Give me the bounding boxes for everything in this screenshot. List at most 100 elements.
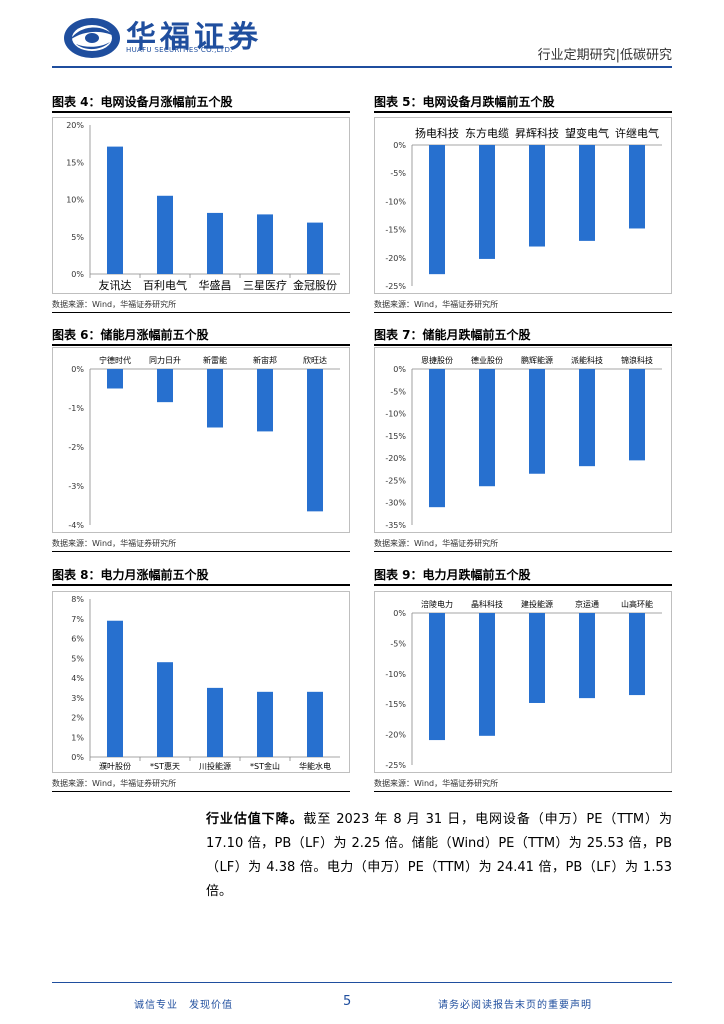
y-tick-label: -20% bbox=[385, 254, 406, 263]
bar-chart: 0% -5% -10% -15% -20% -25% 扬电科技 东方电缆 昇辉科技 望变电气 许继电… bbox=[385, 126, 662, 291]
y-tick-label: -25% bbox=[385, 476, 406, 485]
chart-title-rule bbox=[52, 584, 350, 586]
chart-bottom-rule bbox=[374, 551, 672, 552]
chart-title: 图表 5：电网设备月跌幅前五个股 bbox=[374, 95, 555, 109]
valuation-paragraph: 行业估值下降。截至 2023 年 8 月 31 日，电网设备（申万）PE（TTM… bbox=[206, 808, 672, 904]
bar bbox=[307, 691, 323, 757]
category-label: 晶科科技 bbox=[471, 599, 503, 609]
bar bbox=[107, 146, 123, 274]
y-tick-label: 8% bbox=[71, 595, 84, 604]
bar-chart: 0% -5% -10% -15% -20% -25% 涪陵电力 晶科科技 建投能源 京运通 山高环能 bbox=[385, 599, 662, 770]
bar bbox=[157, 195, 173, 274]
report-type-label: 行业定期研究|低碳研究 bbox=[537, 48, 672, 63]
chart-source: 数据来源：Wind，华福证券研究所 bbox=[52, 300, 177, 309]
y-tick-label: 0% bbox=[393, 141, 406, 150]
chart-frame bbox=[52, 347, 350, 533]
bar bbox=[307, 222, 323, 274]
y-tick-label: 0% bbox=[393, 609, 406, 618]
y-tick-label: -35% bbox=[385, 521, 406, 530]
y-tick-label: -5% bbox=[390, 639, 406, 648]
y-tick-label: -25% bbox=[385, 282, 406, 291]
y-tick-label: -3% bbox=[68, 482, 84, 491]
category-label: 华能水电 bbox=[299, 761, 331, 771]
bar bbox=[529, 613, 545, 703]
bar-chart: 0% -1% -2% -3% -4% 宁德时代 同力日升 新雷能 新宙邦 欣旺达 bbox=[68, 355, 340, 530]
bar bbox=[479, 145, 495, 259]
category-label: 三星医疗 bbox=[243, 278, 287, 292]
y-tick-label: 5% bbox=[71, 233, 84, 242]
category-label: 欣旺达 bbox=[303, 355, 327, 365]
brand-logo-icon bbox=[64, 18, 120, 58]
category-label: 同力日升 bbox=[149, 355, 181, 365]
y-tick-label: 7% bbox=[71, 615, 84, 624]
paragraph-body: 截至 2023 年 8 月 31 日，电网设备（申万）PE（TTM）为 17.1… bbox=[206, 812, 672, 899]
bar bbox=[107, 369, 123, 389]
page-number: 5 bbox=[343, 994, 352, 1009]
y-tick-label: 1% bbox=[71, 733, 84, 742]
category-label: 百利电气 bbox=[143, 278, 187, 292]
bar bbox=[257, 691, 273, 757]
bar bbox=[157, 662, 173, 757]
category-label: 山高环能 bbox=[621, 599, 653, 609]
chart-title-rule bbox=[374, 111, 672, 113]
y-tick-label: -5% bbox=[390, 387, 406, 396]
y-tick-label: -20% bbox=[385, 454, 406, 463]
y-tick-label: -15% bbox=[385, 226, 406, 235]
y-tick-label: -15% bbox=[385, 432, 406, 441]
y-tick-label: 10% bbox=[66, 196, 84, 205]
chart-source: 数据来源：Wind，华福证券研究所 bbox=[52, 779, 177, 788]
category-label: 昇辉科技 bbox=[515, 126, 559, 140]
chart-bottom-rule bbox=[52, 791, 350, 792]
y-tick-label: 20% bbox=[66, 121, 84, 130]
y-tick-label: 15% bbox=[66, 158, 84, 167]
chart-title: 图表 8：电力月涨幅前五个股 bbox=[52, 568, 209, 582]
chart-title: 图表 4：电网设备月涨幅前五个股 bbox=[52, 95, 233, 109]
y-tick-label: -2% bbox=[68, 443, 84, 452]
y-tick-label: 0% bbox=[71, 365, 84, 374]
chart-title: 图表 7：储能月跌幅前五个股 bbox=[374, 328, 531, 342]
y-tick-label: -4% bbox=[68, 521, 84, 530]
chart-title-rule bbox=[374, 584, 672, 586]
y-tick-label: 2% bbox=[71, 714, 84, 723]
category-label: *ST金山 bbox=[250, 761, 280, 771]
bar bbox=[207, 212, 223, 274]
chart-title-rule bbox=[374, 344, 672, 346]
y-tick-label: -10% bbox=[385, 410, 406, 419]
bar bbox=[207, 687, 223, 757]
y-tick-label: -15% bbox=[385, 700, 406, 709]
chart-source: 数据来源：Wind，华福证券研究所 bbox=[374, 779, 499, 788]
footer-slogan: 诚信专业 发现价值 bbox=[134, 1000, 233, 1011]
category-label: 锦浪科技 bbox=[621, 355, 653, 365]
category-label: 新雷能 bbox=[203, 355, 227, 365]
chart-title-rule bbox=[52, 344, 350, 346]
y-tick-label: 0% bbox=[71, 753, 84, 762]
chart-bottom-rule bbox=[374, 791, 672, 792]
chart-title: 图表 9：电力月跌幅前五个股 bbox=[374, 568, 531, 582]
category-label: 德业股份 bbox=[471, 355, 503, 365]
y-tick-label: 5% bbox=[71, 654, 84, 663]
bar bbox=[529, 145, 545, 247]
y-tick-label: 6% bbox=[71, 635, 84, 644]
chart-frame bbox=[52, 117, 350, 294]
bar bbox=[307, 369, 323, 512]
bar bbox=[207, 369, 223, 428]
y-tick-label: 3% bbox=[71, 694, 84, 703]
bar bbox=[257, 214, 273, 274]
brand-name-cn: 华福证券 bbox=[126, 20, 262, 55]
y-tick-label: -25% bbox=[385, 761, 406, 770]
chart-source: 数据来源：Wind，华福证券研究所 bbox=[52, 539, 177, 548]
bar bbox=[479, 613, 495, 736]
y-tick-label: -30% bbox=[385, 499, 406, 508]
brand-name-en: HUAFU SECURITIES CO.,LTD. bbox=[126, 46, 233, 54]
bar bbox=[257, 369, 273, 432]
chart-title-rule bbox=[52, 111, 350, 113]
chart-bottom-rule bbox=[52, 551, 350, 552]
chart-bottom-rule bbox=[52, 312, 350, 313]
y-tick-label: 0% bbox=[393, 365, 406, 374]
y-tick-label: -10% bbox=[385, 670, 406, 679]
y-tick-label: 0% bbox=[71, 270, 84, 279]
category-label: 涪陵电力 bbox=[421, 599, 453, 609]
category-label: 新宙邦 bbox=[253, 355, 277, 365]
bar-chart: 0% 1% 2% 3% 4% 5% 6% 7% 8% 濮叶股份 *ST惠天 川投能源 *ST金山 华能水电 bbox=[71, 595, 340, 771]
category-label: 宁德时代 bbox=[99, 355, 131, 365]
